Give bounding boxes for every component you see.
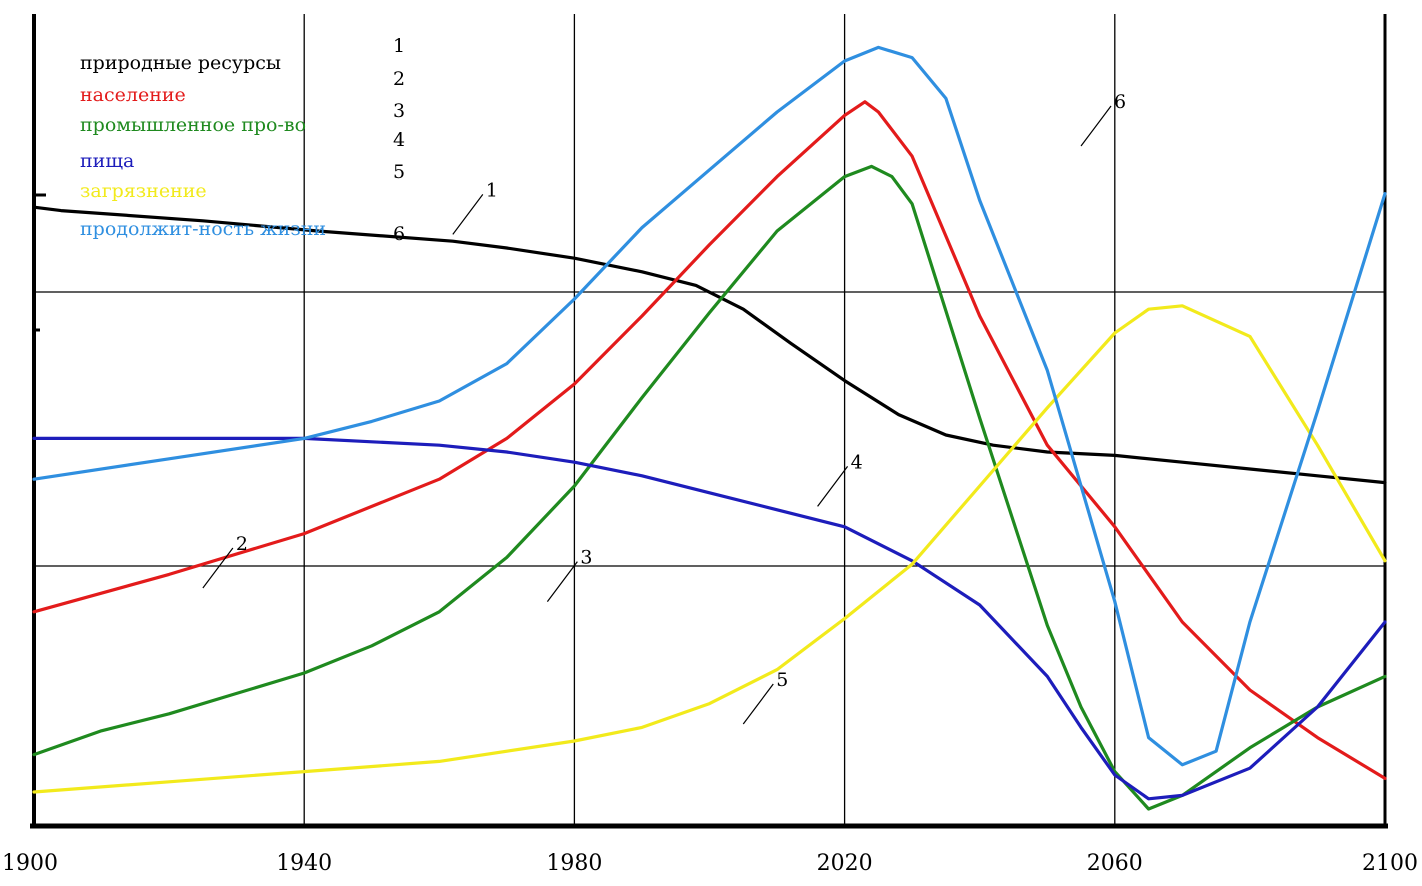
legend-number-4: 4 xyxy=(393,129,405,151)
series-line-6 xyxy=(32,45,1387,767)
curve-label-leader xyxy=(1080,105,1112,147)
x-tick-labels: 1900 1940 1980 2020 2060 2100 xyxy=(2,851,1418,876)
legend-label-6: продолжит-ность жизни xyxy=(80,218,326,240)
curve-label-leader xyxy=(452,194,484,235)
x-tick-label: 2020 xyxy=(817,851,873,876)
curve-label-4: 4 xyxy=(851,451,863,473)
axes xyxy=(30,14,1388,829)
legend-number-6: 6 xyxy=(393,223,405,245)
curve-label-leader xyxy=(202,547,234,589)
legend-number-2: 2 xyxy=(393,68,405,90)
x-tick-label: 2060 xyxy=(1087,851,1143,876)
legend-label-5: загрязнение xyxy=(80,180,207,202)
curve-label-1: 1 xyxy=(486,179,498,201)
curve-label-leader xyxy=(546,561,578,602)
x-tick-label: 1940 xyxy=(276,851,332,876)
legend-label-4: пища xyxy=(80,150,134,172)
series-group xyxy=(32,45,1387,811)
curve-label-leader xyxy=(817,466,849,507)
curve-label-3: 3 xyxy=(580,547,592,569)
legend-label-1: природные ресурсы xyxy=(80,52,281,74)
x-tick-label: 1980 xyxy=(546,851,602,876)
legend-label-3: промышленное про-во xyxy=(80,114,306,136)
x-tick-label: 2100 xyxy=(1362,851,1418,876)
curve-label-6: 6 xyxy=(1114,91,1126,113)
legend-number-1: 1 xyxy=(393,35,405,57)
series-line-3 xyxy=(32,164,1387,811)
legend-number-3: 3 xyxy=(393,100,405,122)
series-line-1 xyxy=(32,205,1387,485)
curve-label-2: 2 xyxy=(236,533,248,555)
curve-label-5: 5 xyxy=(776,669,788,691)
series-line-5 xyxy=(32,304,1387,794)
x-tick-label: 1900 xyxy=(2,851,58,876)
series-line-2 xyxy=(32,100,1387,781)
curve-labels: 1 2 3 4 5 6 xyxy=(202,91,1126,725)
legend: природные ресурсы 1 население 2 промышленное… xyxy=(80,35,405,245)
legend-label-2: население xyxy=(80,84,186,106)
curve-label-leader xyxy=(742,683,774,725)
legend-number-5: 5 xyxy=(393,161,405,183)
series-line-4 xyxy=(32,436,1387,801)
